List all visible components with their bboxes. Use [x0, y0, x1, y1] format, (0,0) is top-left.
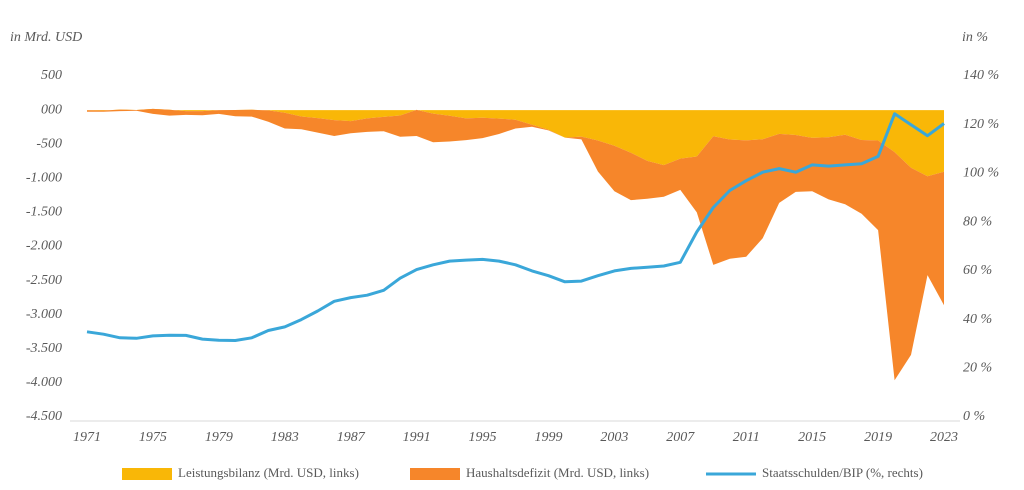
legend-label: Staatsschulden/BIP (%, rechts) — [762, 465, 923, 480]
x-tick-label: 1999 — [534, 430, 562, 445]
x-tick-label: 1971 — [73, 430, 101, 445]
y-axis-title: in Mrd. USD — [10, 30, 82, 45]
y2-axis-title: in % — [962, 30, 988, 45]
legend-item: Leistungsbilanz (Mrd. USD, links) — [122, 465, 359, 480]
x-tick-label: 2019 — [864, 430, 892, 445]
line — [86, 112, 945, 342]
x-tick-label: 1983 — [271, 430, 299, 445]
y2-tick-label: 40 % — [963, 312, 992, 327]
y2-tick-label: 100 % — [963, 166, 999, 181]
y-tick-label: -3.000 — [26, 307, 62, 322]
legend-item: Haushaltsdefizit (Mrd. USD, links) — [410, 465, 649, 480]
x-tick-label: 2007 — [666, 430, 695, 445]
legend-label: Haushaltsdefizit (Mrd. USD, links) — [466, 465, 649, 480]
x-tick-label: 2015 — [798, 430, 826, 445]
area — [87, 108, 944, 177]
x-tick-label: 1991 — [403, 430, 431, 445]
x-tick-label: 1987 — [337, 430, 366, 445]
y-tick-label: -1.000 — [26, 171, 62, 186]
y-tick-label: -4.000 — [26, 375, 62, 390]
x-tick-label: 1979 — [205, 430, 233, 445]
legend-label: Leistungsbilanz (Mrd. USD, links) — [178, 465, 359, 480]
y2-tick-label: 120 % — [963, 117, 999, 132]
y-tick-label: 000 — [41, 102, 62, 117]
plot-area — [86, 108, 945, 381]
x-tick-label: 2011 — [733, 430, 760, 445]
x-tick-label: 2023 — [930, 430, 958, 445]
y2-tick-label: 60 % — [963, 263, 992, 278]
area — [87, 108, 944, 381]
y-tick-label: -2.500 — [26, 273, 62, 288]
x-tick-label: 1995 — [469, 430, 497, 445]
legend: Leistungsbilanz (Mrd. USD, links) Haushal… — [122, 465, 923, 480]
x-tick-label: 1975 — [139, 430, 167, 445]
y-tick-label: 500 — [41, 68, 62, 83]
y2-tick-label: 20 % — [963, 361, 992, 376]
legend-swatch — [122, 468, 172, 480]
y-tick-label: -4.500 — [26, 409, 62, 424]
y-tick-label: -1.500 — [26, 205, 62, 220]
y-tick-label: -500 — [36, 136, 62, 151]
y2-tick-label: 0 % — [963, 409, 985, 424]
legend-swatch — [410, 468, 460, 480]
x-tick-label: 2003 — [600, 430, 628, 445]
y2-tick-label: 80 % — [963, 214, 992, 229]
legend-item: Staatsschulden/BIP (%, rechts) — [706, 465, 923, 480]
y-tick-label: -2.000 — [26, 239, 62, 254]
y2-tick-label: 140 % — [963, 68, 999, 83]
y-tick-label: -3.500 — [26, 341, 62, 356]
